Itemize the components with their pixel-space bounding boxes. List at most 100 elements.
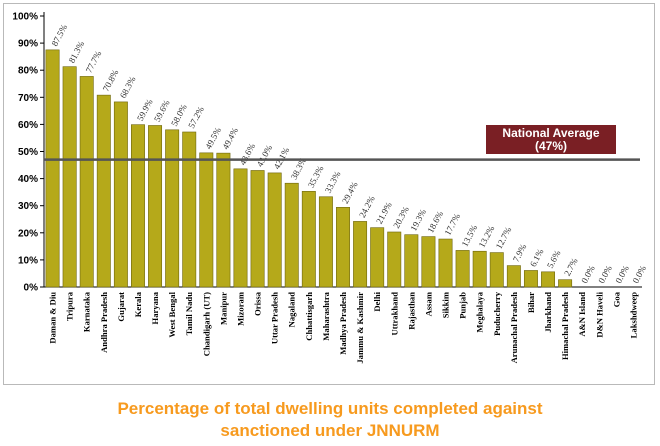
data-label: 70.8% (101, 67, 121, 93)
y-tick-label: 50% (18, 147, 38, 158)
caption-line-2: sanctioned under JNNURM (220, 421, 440, 440)
bar (79, 76, 94, 288)
y-tick-label: 80% (18, 66, 38, 77)
bar (387, 231, 402, 288)
bar (301, 191, 316, 288)
x-tick-label: Delhi (372, 291, 382, 311)
bar (455, 250, 470, 288)
data-label: 59.6% (152, 98, 172, 124)
bar (182, 131, 197, 288)
bar (165, 129, 180, 288)
x-tick-label: Uttrakhand (389, 292, 399, 336)
bar (267, 172, 282, 288)
bar (318, 196, 333, 288)
data-label: 42.1% (272, 145, 292, 171)
bar (506, 265, 521, 288)
data-label: 81.3% (67, 39, 87, 65)
x-tick-label: Arunachal Pradesh (509, 292, 519, 364)
bar (558, 279, 573, 288)
bar (96, 94, 111, 288)
bar (250, 170, 265, 288)
x-tick-label: Tamil Nadu (184, 292, 194, 336)
data-label: 49.4% (220, 125, 240, 151)
y-tick-label: 40% (18, 174, 38, 185)
x-tick-label: Haryana (150, 291, 160, 324)
x-tick-label: A&N Island (577, 292, 587, 337)
bar (199, 152, 214, 288)
y-tick-label: 30% (18, 201, 38, 212)
bar (370, 227, 385, 288)
bar (353, 221, 368, 288)
data-label: 87.5% (49, 22, 69, 48)
x-tick-label: Karnataka (82, 291, 92, 332)
x-tick-label: Madhya Pradesh (338, 292, 348, 355)
x-tick-label: Bihar (526, 292, 536, 313)
data-label: 0.0% (630, 263, 648, 285)
x-tick-label: Jharkhand (543, 292, 553, 333)
data-label: 5.6% (545, 248, 563, 270)
x-tick-label: Goa (611, 291, 621, 307)
data-label: 29.4% (340, 180, 360, 206)
national-average-value: (47%) (535, 139, 567, 153)
data-label: 77.7% (84, 49, 104, 75)
bar (62, 66, 77, 288)
data-label: 0.0% (579, 263, 597, 285)
x-tick-label: Himachal Pradesh (560, 292, 570, 360)
y-tick-label: 20% (18, 228, 38, 239)
caption-line-1: Percentage of total dwelling units compl… (117, 399, 543, 418)
data-label: 2.7% (562, 256, 580, 278)
x-tick-label: Gujarat (116, 292, 126, 322)
bar-chart: 0% 10% 20% 30% 40% 50% 60% 70% 80% 90% 100% 87.5%8… (12, 12, 648, 364)
bar (284, 182, 299, 288)
data-label: 35.3% (306, 164, 326, 190)
data-label: 0.0% (596, 263, 614, 285)
x-tick-label: Chhattisgarh (304, 292, 314, 341)
bar (438, 238, 453, 288)
bar (523, 270, 538, 288)
y-tick-label: 90% (18, 39, 38, 50)
bar (336, 207, 350, 288)
x-tick-label: Sikkim (441, 291, 451, 318)
x-tick-label: Tripura (65, 291, 75, 321)
data-label: 33.3% (323, 169, 343, 195)
bar (113, 101, 128, 288)
chart-frame: 0% 10% 20% 30% 40% 50% 60% 70% 80% 90% 100% 87.5% 8… (3, 3, 655, 385)
bar (233, 168, 248, 288)
national-average-label: National Average (502, 126, 599, 140)
data-label: 6.1% (528, 247, 546, 269)
data-label: 21.9% (374, 200, 394, 226)
y-tick-label: 60% (18, 120, 38, 131)
y-tick-label: 70% (18, 93, 38, 104)
bar (216, 152, 231, 288)
x-tick-label: Rajasthan (406, 292, 416, 330)
data-label: 0.0% (613, 263, 631, 285)
data-label: 17.7% (442, 211, 462, 237)
y-tick-label: 10% (18, 255, 38, 266)
bar (131, 124, 145, 288)
x-tick-label: Assam (423, 291, 433, 316)
bar (45, 49, 60, 288)
bar (148, 125, 163, 288)
x-tick-label: Jammu & Kashmir (355, 292, 365, 364)
bar (421, 236, 436, 288)
bar (489, 252, 504, 288)
data-label: 24.2% (357, 194, 377, 220)
x-tick-label: Lakshdweep (628, 292, 638, 339)
x-tick-label: Manipur (218, 292, 228, 325)
x-tick-label: Andhra Pradesh (99, 292, 109, 353)
x-tick-label: Chandigarh (UT) (201, 292, 211, 356)
y-tick-label: 0% (24, 283, 39, 294)
x-tick-label: Kerala (133, 291, 143, 317)
chart-caption: Percentage of total dwelling units compl… (0, 398, 660, 442)
y-tick-label: 100% (12, 12, 38, 23)
x-tick-label: Daman & Diu (48, 292, 58, 344)
data-label: 12.7% (494, 225, 514, 251)
national-average-box (486, 125, 616, 154)
x-tick-label: Puducherry (492, 291, 502, 336)
data-label: 7.9% (511, 242, 529, 264)
x-tick-label: Uttar Pradesh (270, 292, 280, 344)
bar (404, 234, 419, 288)
data-label: 68.3% (118, 74, 138, 100)
x-tick-label: West Bengal (167, 291, 177, 337)
x-tick-label: Maharashtra (321, 291, 331, 340)
